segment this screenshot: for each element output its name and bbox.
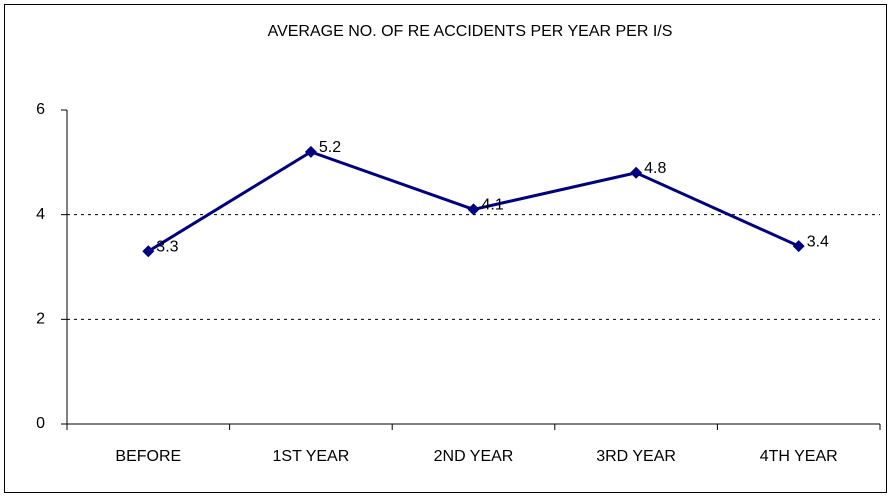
- chart-frame: [4, 4, 887, 493]
- x-tick-label: 4TH YEAR: [760, 448, 838, 465]
- chart-title: AVERAGE NO. OF RE ACCIDENTS PER YEAR PER…: [268, 23, 673, 40]
- data-label: 3.4: [807, 233, 829, 250]
- data-label: 3.3: [156, 239, 178, 256]
- y-tick-label: 4: [36, 206, 45, 223]
- data-label: 4.1: [482, 197, 504, 214]
- data-label: 4.8: [644, 160, 666, 177]
- x-tick-label: 2ND YEAR: [434, 448, 514, 465]
- x-tick-label: 1ST YEAR: [273, 448, 350, 465]
- y-tick-label: 0: [36, 415, 45, 432]
- x-tick-label: 3RD YEAR: [596, 448, 676, 465]
- data-point: [304, 145, 317, 158]
- data-point: [792, 240, 805, 253]
- x-tick-label: BEFORE: [115, 448, 181, 465]
- data-point: [467, 203, 480, 216]
- data-point: [630, 166, 643, 179]
- data-label: 5.2: [319, 139, 341, 156]
- data-point: [142, 245, 155, 258]
- y-tick-label: 6: [36, 101, 45, 118]
- y-tick-label: 2: [36, 311, 45, 328]
